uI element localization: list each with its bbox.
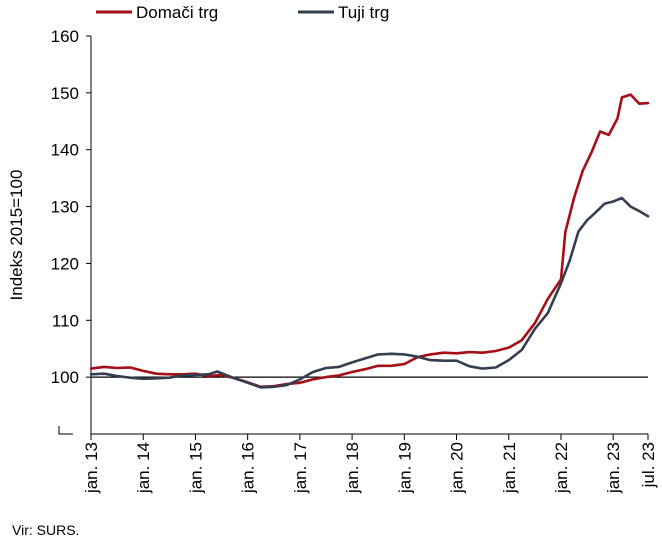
series-layer	[89, 93, 650, 389]
legend-label: Tuji trg	[338, 3, 389, 22]
source-note: Vir: SURS.	[12, 522, 80, 538]
x-tick-label: jan. 16	[239, 442, 258, 494]
axes: 100 110 120 130 140 150 160 Indeks 2015=100 jan.…	[7, 27, 658, 494]
y-tick-label: 120	[51, 254, 79, 273]
legend: Domači trg Tuji trg	[96, 3, 389, 22]
legend-label: Domači trg	[136, 3, 218, 22]
x-tick-label: jan. 13	[82, 442, 101, 494]
series-line-domaci-trg	[89, 93, 650, 389]
x-tick-label: jan. 21	[500, 442, 519, 494]
y-tick-label: 130	[51, 198, 79, 217]
x-tick-label: jan. 23	[604, 442, 623, 494]
y-tick-label: 100	[51, 368, 79, 387]
x-tick-label: jul. 23	[639, 442, 658, 488]
x-tick-label: jan. 20	[448, 442, 467, 494]
x-tick-label: jan. 15	[186, 442, 205, 494]
y-tick-label: 110	[52, 311, 79, 330]
x-tick-label: jan. 18	[343, 442, 362, 494]
y-tick-label: 160	[51, 27, 79, 46]
y-axis-label: Indeks 2015=100	[7, 170, 26, 301]
y-tick-label: 140	[51, 141, 79, 160]
x-tick-label: jan. 19	[395, 442, 414, 494]
axis-break-mark	[58, 426, 73, 435]
series-line-tuji-trg	[89, 196, 650, 389]
x-tick-label: jan. 22	[552, 442, 571, 494]
x-tick-label: jan. 17	[291, 442, 310, 494]
x-tick-label: jan. 14	[134, 442, 153, 494]
y-tick-label: 150	[51, 84, 79, 103]
